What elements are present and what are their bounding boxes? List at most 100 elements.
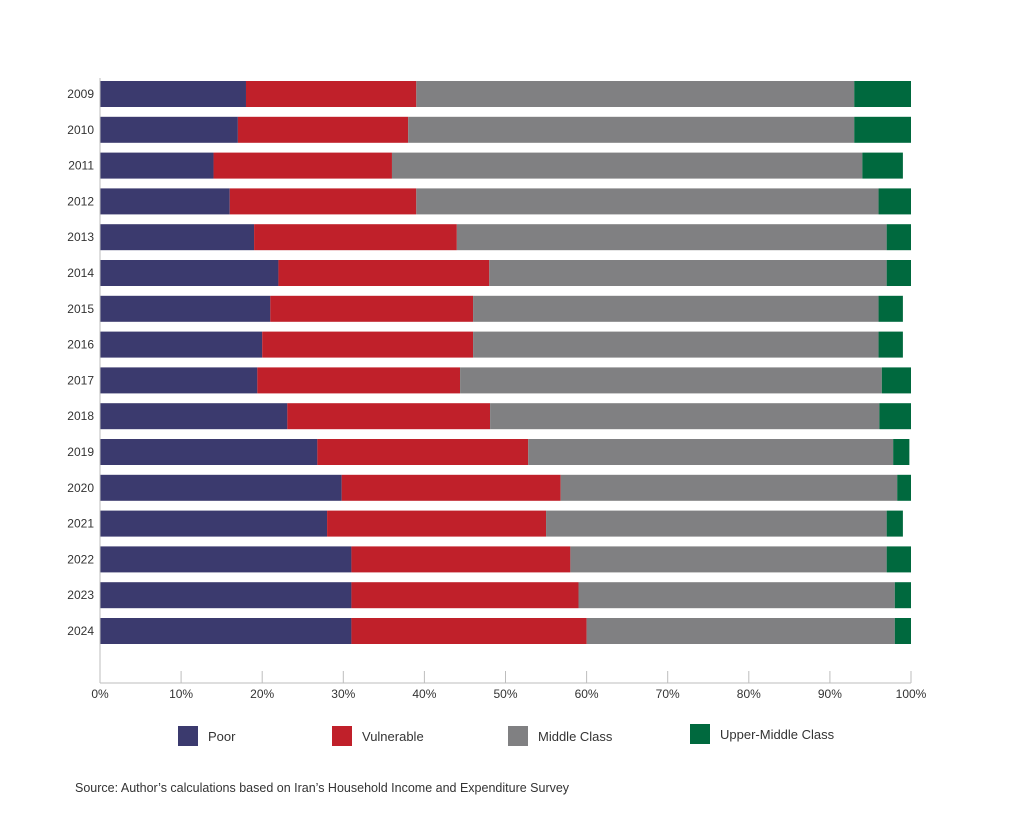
bar-middle-class-2011: [391, 152, 863, 179]
bar-poor-2021: [100, 510, 328, 537]
y-tick-label-2023: 2023: [67, 588, 94, 602]
bar-upper-middle-class-2009: [854, 81, 911, 107]
bar-middle-class-2013: [456, 224, 887, 251]
y-tick-label-2018: 2018: [67, 409, 94, 423]
bar-upper-middle-class-2010: [854, 116, 911, 143]
bar-vulnerable-2012: [229, 188, 417, 215]
bar-poor-2013: [100, 224, 255, 251]
legend-swatch-poor: [178, 726, 198, 746]
bar-vulnerable-2015: [270, 295, 474, 322]
y-tick-label-2020: 2020: [67, 481, 94, 495]
y-tick-label-2019: 2019: [67, 445, 94, 459]
bar-upper-middle-class-2013: [886, 224, 911, 251]
bar-middle-class-2021: [546, 510, 887, 537]
bar-middle-class-2009: [416, 81, 855, 107]
bar-vulnerable-2013: [254, 224, 457, 251]
bar-vulnerable-2009: [245, 81, 417, 107]
legend-swatch-vulnerable: [332, 726, 352, 746]
bar-upper-middle-class-2021: [886, 510, 903, 537]
bar-poor-2018: [100, 403, 288, 430]
bar-poor-2023: [100, 582, 352, 609]
bar-poor-2024: [100, 618, 352, 644]
bar-upper-middle-class-2016: [878, 331, 903, 358]
legend-item-middle-class: Middle Class: [508, 726, 612, 746]
bar-middle-class-2017: [460, 367, 882, 394]
y-tick-label-2016: 2016: [67, 338, 94, 352]
x-tick-label-0: 0%: [91, 687, 109, 701]
bar-middle-class-2023: [578, 582, 895, 609]
bar-middle-class-2015: [473, 295, 879, 322]
y-tick-label-2013: 2013: [67, 230, 94, 244]
bar-vulnerable-2021: [327, 510, 547, 537]
bar-middle-class-2019: [528, 439, 894, 465]
legend: Poor Vulnerable Middle Class Upper-Middl…: [0, 724, 1024, 756]
bar-vulnerable-2010: [237, 116, 409, 143]
bar-poor-2017: [100, 367, 258, 394]
bar-vulnerable-2022: [351, 546, 571, 573]
y-tick-label-2021: 2021: [67, 517, 94, 531]
x-tick-label-10: 100%: [896, 687, 927, 701]
x-tick-label-3: 30%: [331, 687, 355, 701]
bar-upper-middle-class-2024: [894, 618, 911, 644]
bar-upper-middle-class-2012: [878, 188, 911, 215]
bar-vulnerable-2020: [341, 474, 561, 501]
x-tick-label-5: 50%: [493, 687, 517, 701]
bar-middle-class-2020: [560, 474, 898, 501]
y-tick-label-2012: 2012: [67, 194, 94, 208]
bar-upper-middle-class-2019: [893, 439, 910, 465]
y-tick-label-2015: 2015: [67, 302, 94, 316]
bar-upper-middle-class-2023: [894, 582, 911, 609]
x-tick-label-9: 90%: [818, 687, 842, 701]
source-note: Source: Author’s calculations based on I…: [75, 781, 570, 795]
y-tick-label-2014: 2014: [67, 266, 94, 280]
bar-poor-2012: [100, 188, 230, 215]
x-tick-label-2: 20%: [250, 687, 274, 701]
y-tick-label-2024: 2024: [67, 624, 94, 638]
bar-poor-2016: [100, 331, 263, 358]
x-tick-label-7: 70%: [656, 687, 680, 701]
bar-vulnerable-2011: [213, 152, 392, 179]
bar-middle-class-2018: [490, 403, 880, 430]
bar-upper-middle-class-2015: [878, 295, 903, 322]
bar-vulnerable-2024: [351, 618, 587, 644]
legend-label-middle-class: Middle Class: [538, 728, 613, 744]
bar-middle-class-2024: [586, 618, 895, 644]
bar-upper-middle-class-2017: [881, 367, 911, 394]
bar-poor-2020: [100, 474, 342, 501]
y-tick-label-2010: 2010: [67, 123, 94, 137]
y-tick-label-2022: 2022: [67, 552, 94, 566]
bar-vulnerable-2023: [351, 582, 579, 609]
bar-middle-class-2010: [408, 116, 855, 143]
bar-poor-2014: [100, 260, 279, 286]
bar-poor-2009: [100, 81, 246, 107]
bar-vulnerable-2014: [278, 260, 490, 286]
legend-label-vulnerable: Vulnerable: [362, 728, 424, 744]
x-tick-label-8: 80%: [737, 687, 761, 701]
legend-item-upper-middle-class: Upper-Middle Class: [690, 724, 834, 744]
bar-upper-middle-class-2011: [862, 152, 903, 179]
bar-vulnerable-2016: [262, 331, 474, 358]
bar-poor-2015: [100, 295, 271, 322]
y-tick-label-2011: 2011: [68, 159, 94, 173]
y-tick-label-2009: 2009: [67, 87, 94, 101]
legend-item-vulnerable: Vulnerable: [332, 726, 424, 746]
bar-poor-2022: [100, 546, 352, 573]
bar-vulnerable-2019: [317, 439, 529, 465]
x-tick-label-4: 40%: [412, 687, 436, 701]
bar-vulnerable-2018: [287, 403, 491, 430]
bar-vulnerable-2017: [257, 367, 461, 394]
bar-upper-middle-class-2018: [879, 403, 911, 430]
bar-poor-2019: [100, 439, 318, 465]
legend-item-poor: Poor: [178, 726, 235, 746]
legend-label-poor: Poor: [208, 728, 236, 744]
x-tick-label-6: 60%: [575, 687, 599, 701]
legend-swatch-upper-middle-class: [690, 724, 710, 744]
bar-upper-middle-class-2022: [886, 546, 911, 573]
legend-label-upper-middle-class: Upper-Middle Class: [720, 726, 835, 742]
bar-middle-class-2012: [416, 188, 879, 215]
bar-poor-2010: [100, 116, 238, 143]
x-tick-label-1: 10%: [169, 687, 193, 701]
legend-swatch-middle-class: [508, 726, 528, 746]
bar-middle-class-2022: [570, 546, 887, 573]
